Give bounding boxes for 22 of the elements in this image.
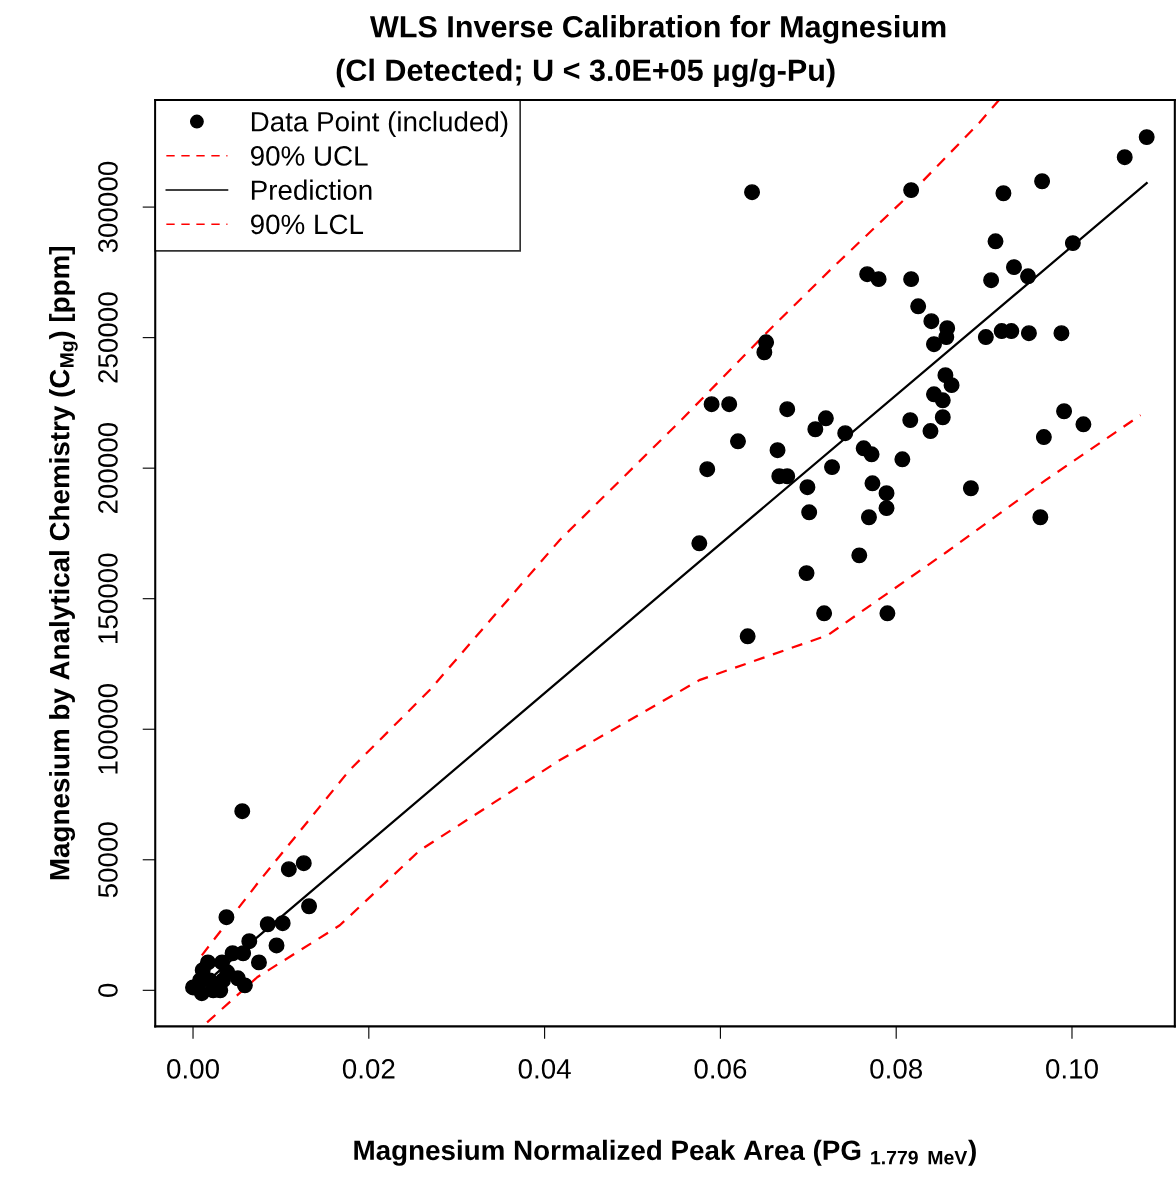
x-axis-title: Magnesium Normalized Peak Area (PG $_{1.779 MeV}$) bbox=[354, 1139, 976, 1166]
x-tick-label: 0.08 bbox=[870, 1059, 923, 1079]
chart-subtitle: (Cl Detected; U < 3.0E+05 μg/g-Pu) bbox=[336, 58, 835, 88]
legend-label: Prediction bbox=[251, 179, 372, 201]
line-series bbox=[205, 414, 1142, 1024]
y-tick-label: 300000 bbox=[98, 161, 118, 253]
x-tick-label: 0.02 bbox=[342, 1059, 395, 1079]
x-tick-label: 0.06 bbox=[694, 1059, 747, 1079]
y-tick-label: 200000 bbox=[98, 422, 118, 514]
legend-label: 90% LCL bbox=[250, 214, 364, 235]
legend-label: 90% UCL bbox=[250, 146, 368, 166]
y-tick-label: 100000 bbox=[98, 683, 118, 774]
y-axis-title: Magnesium by Analytical Chemistry (C$_{Mg}$) [ppm] bbox=[49, 247, 78, 880]
chart-title: WLS Inverse Calibration for Magnesium bbox=[369, 15, 946, 44]
x-tick-label: 0.00 bbox=[167, 1059, 219, 1079]
y-tick-label: 150000 bbox=[98, 553, 118, 643]
y-tick-label: 0 bbox=[98, 983, 118, 997]
y-tick-label: 50000 bbox=[98, 822, 118, 898]
y-tick-label: 250000 bbox=[98, 292, 118, 383]
legend-label: Data Point (included) bbox=[251, 111, 508, 138]
x-tick-label: 0.10 bbox=[1046, 1059, 1098, 1079]
x-tick-label: 0.04 bbox=[518, 1059, 571, 1079]
